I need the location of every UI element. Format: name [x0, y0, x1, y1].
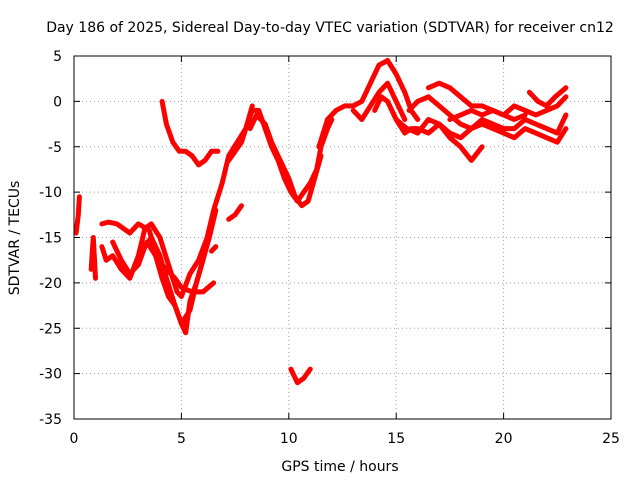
series-s14 [350, 80, 408, 122]
y-tick-label: -25 [39, 321, 62, 337]
y-tick-label: 5 [53, 49, 62, 65]
series-layer [73, 58, 569, 386]
x-tick-label: 0 [70, 431, 79, 447]
x-tick-label: 5 [177, 431, 186, 447]
series-s20 [526, 85, 569, 109]
y-axis-label: SDTVAR / TECUs [7, 181, 23, 296]
series-s10 [247, 112, 324, 209]
y-tick-label: -5 [48, 140, 62, 156]
y-tick-label: 0 [53, 94, 62, 110]
series-s8 [209, 244, 219, 254]
y-tick-label: -30 [39, 367, 62, 383]
series-s4 [99, 103, 255, 299]
series-s11 [226, 203, 244, 222]
ticks: 0 5 10 15 20 25 5 0 -5 -10 -15 -20 -25 -30 -35 [39, 49, 620, 447]
series-s1 [73, 194, 82, 236]
series-s13 [316, 58, 421, 150]
series-s15 [372, 94, 485, 163]
series-s6 [135, 239, 206, 336]
series-s2 [88, 235, 98, 281]
series-s16 [393, 117, 569, 145]
x-tick-label: 20 [495, 431, 513, 447]
x-axis-label: GPS time / hours [281, 459, 398, 475]
y-tick-label: -15 [39, 231, 62, 247]
series-s19 [447, 107, 528, 122]
y-tick-label: -20 [39, 276, 62, 292]
series-s12 [288, 366, 313, 386]
series-s7 [159, 98, 221, 168]
series-s17 [406, 94, 569, 136]
x-tick-label: 15 [387, 431, 405, 447]
y-tick-label: -35 [39, 412, 62, 428]
chart-title: Day 186 of 2025, Sidereal Day-to-day VTE… [46, 20, 614, 36]
y-tick-label: -10 [39, 185, 62, 201]
x-tick-label: 10 [280, 431, 298, 447]
x-tick-label: 25 [602, 431, 620, 447]
